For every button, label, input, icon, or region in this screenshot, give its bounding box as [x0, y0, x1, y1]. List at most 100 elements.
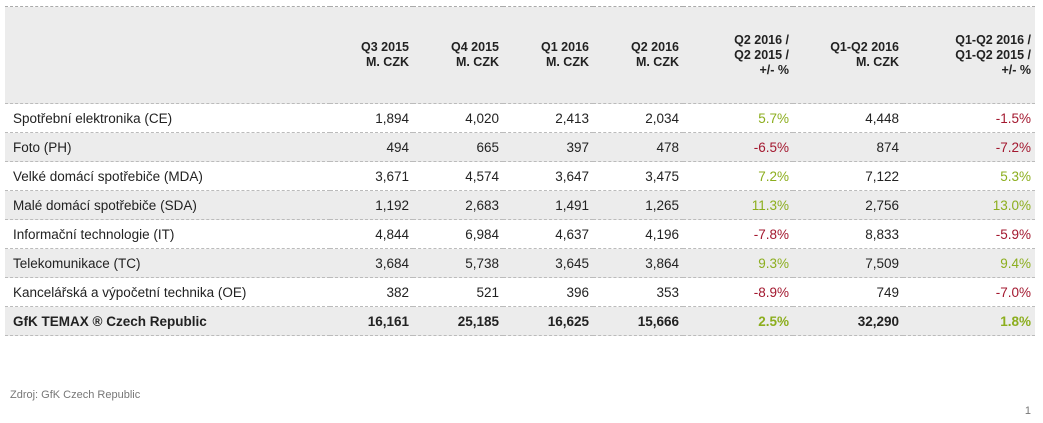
- table-row: Foto (PH) 494 665 397 478 -6.5% 874 -7.2%: [5, 132, 1035, 162]
- table-row: Malé domácí spotřebiče (SDA) 1,192 2,683 1,…: [5, 190, 1035, 220]
- table-cell: 5.7%: [758, 110, 789, 126]
- row-label: Velké domácí spotřebiče (MDA): [13, 168, 203, 184]
- header-row: Q3 2015 M. CZK Q4 2015 M. CZK Q1 2016 M. CZK Q…: [5, 6, 1035, 104]
- table-cell: 3,684: [375, 255, 409, 271]
- header-cell: Q3 2015 M. CZK: [330, 7, 413, 104]
- row-label: Telekomunikace (TC): [13, 255, 141, 271]
- table-cell: 874: [876, 139, 899, 155]
- table-cell: 1,491: [555, 197, 589, 213]
- header-line: Q1 2016: [541, 40, 589, 54]
- data-table: Q3 2015 M. CZK Q4 2015 M. CZK Q1 2016 M. CZK Q…: [5, 6, 1035, 336]
- table-cell: 4,196: [645, 226, 679, 242]
- header-line: M. CZK: [545, 55, 589, 69]
- table-row: Informační technologie (IT) 4,844 6,984 4,6…: [5, 219, 1035, 249]
- table-cell: 353: [656, 284, 679, 300]
- table-cell: -7.2%: [995, 139, 1031, 155]
- table-cell: 4,574: [465, 168, 499, 184]
- table-row: GfK TEMAX ® Czech Republic 16,161 25,185 16…: [5, 306, 1035, 336]
- header-line: +/- %: [1001, 62, 1031, 77]
- header-line: M. CZK: [365, 55, 409, 69]
- row-label: Kancelářská a výpočetní technika (OE): [13, 284, 247, 300]
- row-label: Spotřební elektronika (CE): [13, 110, 173, 126]
- table-cell: 4,448: [865, 110, 899, 126]
- table-header: Q3 2015 M. CZK Q4 2015 M. CZK Q1 2016 M. CZK Q…: [5, 6, 1035, 104]
- header-line: Q4 2015: [451, 40, 499, 54]
- table-cell: 3,671: [375, 168, 409, 184]
- header-line: Q1-Q2 2016: [830, 40, 899, 54]
- table-cell: 32,290: [857, 313, 899, 329]
- header-line: Q2 2015 /: [734, 47, 789, 62]
- table-row: Telekomunikace (TC) 3,684 5,738 3,645 3,864 9…: [5, 248, 1035, 278]
- table-cell: 397: [566, 139, 589, 155]
- table-cell: 749: [876, 284, 899, 300]
- table-cell: 396: [566, 284, 589, 300]
- table-cell: 6,984: [465, 226, 499, 242]
- header-cell: Q4 2015 M. CZK: [413, 7, 503, 104]
- table-cell: 13.0%: [992, 197, 1031, 213]
- table-cell: -8.9%: [753, 284, 789, 300]
- table-cell: -5.9%: [995, 226, 1031, 242]
- table-cell: 4,020: [465, 110, 499, 126]
- table-cell: -7.8%: [753, 226, 789, 242]
- table-cell: 1,894: [375, 110, 409, 126]
- table-cell: 7,509: [865, 255, 899, 271]
- table-body: Spotřební elektronika (CE) 1,894 4,020 2,41…: [5, 103, 1035, 336]
- header-cell: Q1 2016 M. CZK: [503, 7, 593, 104]
- row-label: Malé domácí spotřebiče (SDA): [13, 197, 197, 213]
- header-line: Q2 2016 /: [734, 32, 789, 47]
- header-cell: Q1-Q2 2016 M. CZK: [793, 7, 903, 104]
- table-cell: 3,647: [555, 168, 589, 184]
- table-cell: -7.0%: [995, 284, 1031, 300]
- row-label: Foto (PH): [13, 139, 72, 155]
- header-line: M. CZK: [455, 55, 499, 69]
- table-cell: 3,645: [555, 255, 589, 271]
- table-cell: 2.5%: [758, 313, 789, 329]
- page-number: 1: [1024, 405, 1031, 417]
- table-row: Velké domácí spotřebiče (MDA) 3,671 4,574 3…: [5, 161, 1035, 191]
- table-cell: -6.5%: [753, 139, 789, 155]
- table-cell: 7.2%: [758, 168, 789, 184]
- header-line: Q1-Q2 2016 /: [955, 32, 1031, 47]
- table-cell: 25,185: [457, 313, 499, 329]
- table-cell: 11.3%: [751, 197, 789, 213]
- table-cell: 521: [476, 284, 499, 300]
- table-cell: 8,833: [865, 226, 899, 242]
- header-line: Q2 2016: [631, 40, 679, 54]
- table-cell: 478: [656, 139, 679, 155]
- table-cell: 7,122: [865, 168, 899, 184]
- header-line: M. CZK: [635, 55, 679, 69]
- table-cell: 3,864: [645, 255, 679, 271]
- table-cell: 9.4%: [1000, 255, 1031, 271]
- table-cell: 2,413: [555, 110, 589, 126]
- table-cell: 494: [386, 139, 409, 155]
- header-line: Q1-Q2 2015 /: [955, 47, 1031, 62]
- table-row: Kancelářská a výpočetní technika (OE) 382…: [5, 277, 1035, 307]
- header-cell: Q1-Q2 2016 /Q1-Q2 2015 /+/- %: [903, 7, 1035, 104]
- header-line: Q3 2015: [361, 40, 409, 54]
- table-row: Spotřební elektronika (CE) 1,894 4,020 2,41…: [5, 103, 1035, 133]
- table-cell: 15,666: [637, 313, 679, 329]
- table-cell: 3,475: [645, 168, 679, 184]
- table-cell: 16,625: [547, 313, 589, 329]
- table-cell: 9.3%: [758, 255, 789, 271]
- header-cell: [5, 7, 330, 104]
- table-cell: 2,034: [645, 110, 679, 126]
- table-cell: 16,161: [367, 313, 409, 329]
- table-cell: 665: [476, 139, 499, 155]
- header-cell: Q2 2016 /Q2 2015 /+/- %: [683, 7, 793, 104]
- table-cell: 2,756: [865, 197, 899, 213]
- header-line: M. CZK: [855, 55, 899, 69]
- table-cell: 2,683: [465, 197, 499, 213]
- table-cell: 1.8%: [1000, 313, 1031, 329]
- row-label: GfK TEMAX ® Czech Republic: [13, 313, 207, 329]
- table-cell: 382: [386, 284, 409, 300]
- row-label: Informační technologie (IT): [13, 226, 175, 242]
- header-cell: Q2 2016 M. CZK: [593, 7, 683, 104]
- table-cell: 5.3%: [1000, 168, 1031, 184]
- source-note: Zdroj: GfK Czech Republic: [10, 389, 141, 401]
- table-cell: -1.5%: [995, 110, 1031, 126]
- table-cell: 1,192: [375, 197, 409, 213]
- header-line: +/- %: [759, 62, 789, 77]
- table-cell: 5,738: [465, 255, 499, 271]
